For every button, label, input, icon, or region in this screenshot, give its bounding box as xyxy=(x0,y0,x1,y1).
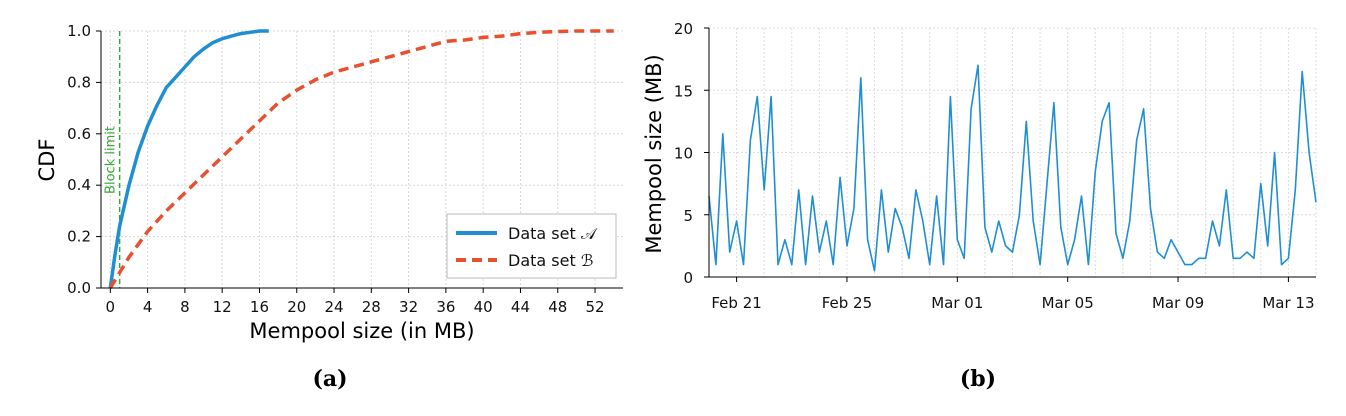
panel-a-ticks: 0 4 8 12 16 20 24 28 32 36 40 44 48 520.00.20.40.60.8… xyxy=(67,22,604,316)
x-tick-label: Mar 05 xyxy=(1042,294,1094,312)
y-tick-label: 0.6 xyxy=(67,125,91,143)
x-tick-label: Mar 13 xyxy=(1262,294,1314,312)
x-tick-label: 48 xyxy=(548,298,567,316)
x-tick-label: 20 xyxy=(287,298,306,316)
panel-b-grid xyxy=(708,27,1317,278)
y-tick-label: 10 xyxy=(674,145,693,163)
y-tick-label: 0.0 xyxy=(67,279,91,297)
panel-b-timeseries-chart: Feb 21 Feb 25 Mar 01 Mar 05 Mar 09 Mar 13 0 5 10… xyxy=(642,20,1317,392)
legend-box xyxy=(446,213,617,279)
panel-a-cdf-chart: 0 4 8 12 16 20 24 28 32 36 40 44 48 520.00.20.40.60.8… xyxy=(35,22,623,392)
panel-b-y-axis-label: Mempool size (MB) xyxy=(642,54,666,253)
y-tick-label: 0 xyxy=(683,269,693,287)
y-tick-label: 1.0 xyxy=(67,22,91,40)
panel-a-grid xyxy=(101,30,623,289)
series-line-data-set-b xyxy=(108,29,614,289)
x-tick-label: 36 xyxy=(436,298,455,316)
x-tick-label: 16 xyxy=(250,298,269,316)
x-tick-label: 12 xyxy=(213,298,232,316)
legend-label-a: Data set 𝒜 xyxy=(508,224,598,243)
x-tick-label: Mar 01 xyxy=(931,294,983,312)
y-tick-label: 5 xyxy=(683,207,693,225)
y-tick-label: 15 xyxy=(674,82,693,100)
x-tick-label: Mar 09 xyxy=(1152,294,1204,312)
x-tick-label: Feb 21 xyxy=(711,294,761,312)
x-tick-label: 28 xyxy=(362,298,381,316)
panel-b-caption: (b) xyxy=(960,366,996,392)
x-tick-label: 24 xyxy=(324,298,343,316)
y-tick-label: 0.4 xyxy=(67,176,91,194)
panel-a-y-axis-label: CDF xyxy=(35,139,59,182)
x-tick-label: 40 xyxy=(474,298,493,316)
y-tick-label: 20 xyxy=(674,20,693,38)
x-tick-label: 8 xyxy=(180,298,190,316)
legend-label-b: Data set ℬ xyxy=(508,251,593,270)
panel-a-legend: Data set 𝒜 Data set ℬ xyxy=(446,213,617,279)
y-tick-label: 0.2 xyxy=(67,228,91,246)
x-tick-label: Feb 25 xyxy=(822,294,872,312)
panel-a-x-axis-label: Mempool size (in MB) xyxy=(249,319,474,343)
x-tick-label: 52 xyxy=(585,298,604,316)
panel-a-series xyxy=(108,29,614,289)
x-tick-label: 44 xyxy=(511,298,530,316)
block-limit-annotation: Block limit xyxy=(104,126,119,194)
series-line-mempool-size xyxy=(708,64,1317,272)
x-tick-label: 0 xyxy=(106,298,116,316)
panel-b-series xyxy=(708,64,1317,272)
series-line-data-set-a xyxy=(108,29,269,289)
x-tick-label: 4 xyxy=(143,298,153,316)
y-tick-label: 0.8 xyxy=(67,73,91,91)
x-tick-label: 32 xyxy=(399,298,418,316)
panel-b-ticks: Feb 21 Feb 25 Mar 01 Mar 05 Mar 09 Mar 13 0 5 10… xyxy=(674,20,1315,312)
panel-a-caption: (a) xyxy=(312,366,347,392)
panel-a-axes xyxy=(100,31,623,289)
